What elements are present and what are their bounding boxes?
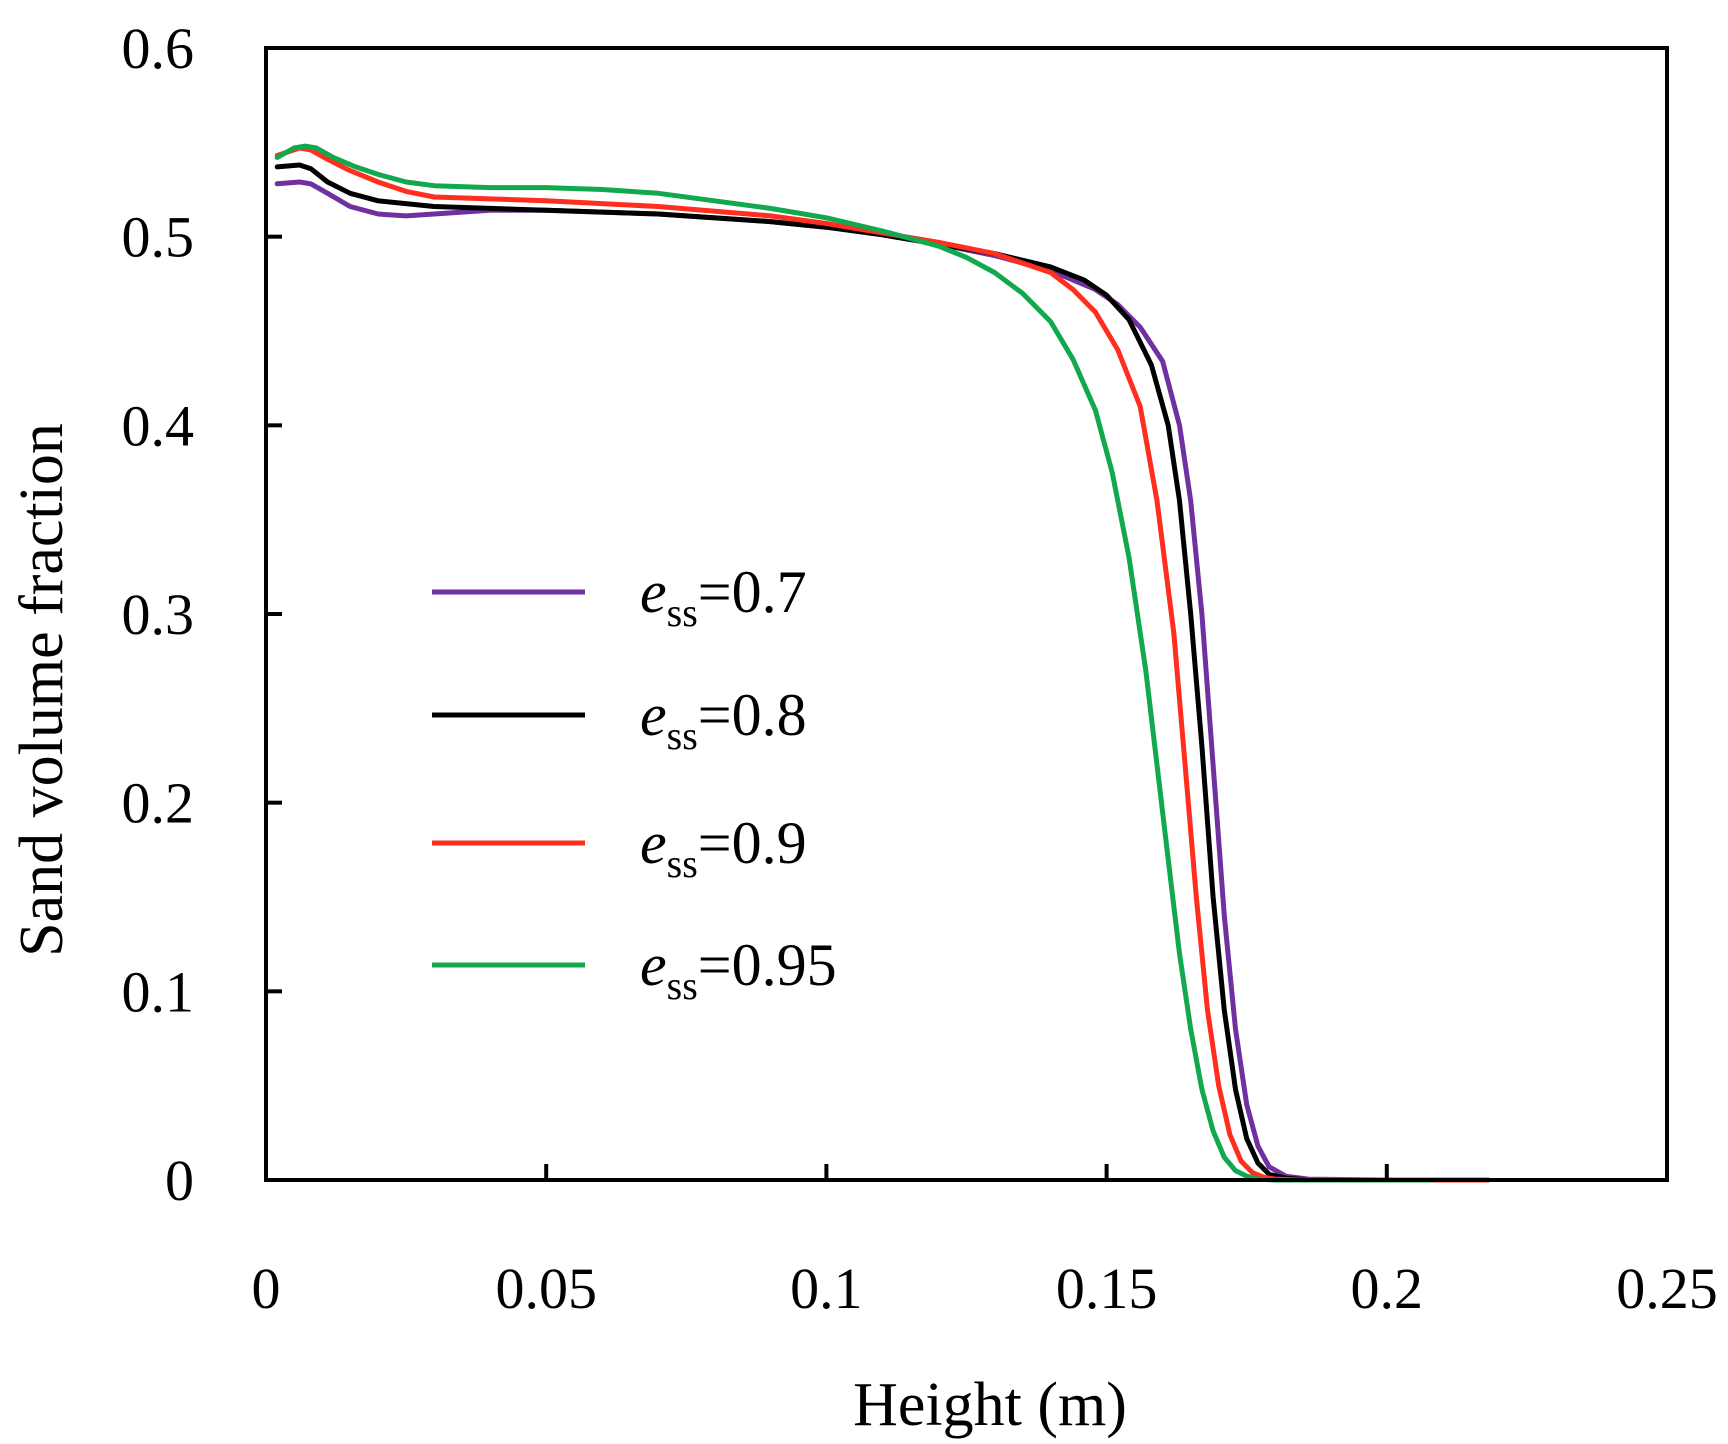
x-tick-label: 0: [252, 1256, 281, 1321]
legend-label-3: ess=0.9: [640, 810, 807, 886]
x-tick-label: 0.2: [1351, 1256, 1424, 1321]
y-tick-label: 0.6: [122, 16, 195, 81]
series-line-1: [274, 179, 1491, 1183]
legend-label-4: ess=0.95: [640, 932, 837, 1008]
x-axis-title: Height (m): [853, 1371, 1127, 1439]
x-tick-label: 0.05: [495, 1256, 597, 1321]
y-tick-label: 0.3: [122, 582, 195, 647]
series-line-3: [274, 145, 1491, 1183]
y-axis-ticks: 0 0.1 0.2 0.3 0.4 0.5 0.6: [122, 16, 282, 1213]
x-tick-label: 0.1: [790, 1256, 863, 1321]
y-tick-label: 0.2: [122, 771, 195, 836]
legend-label-1: ess=0.7: [640, 559, 807, 635]
legend-label-2: ess=0.8: [640, 682, 807, 758]
series-line-4: [274, 143, 1435, 1183]
series-line-2: [274, 162, 1491, 1183]
legend: ess=0.7 ess=0.8 ess=0.9 ess=0.95: [432, 559, 837, 1008]
y-tick-label: 0.1: [122, 959, 195, 1024]
y-tick-label: 0.5: [122, 205, 195, 270]
x-tick-label: 0.15: [1056, 1256, 1158, 1321]
y-axis-title: Sand volume fraction: [8, 423, 76, 957]
x-axis-ticks: 0 0.05 0.1 0.15 0.2 0.25: [252, 1164, 1718, 1321]
y-tick-label: 0.4: [122, 393, 195, 458]
y-tick-label: 0: [165, 1148, 194, 1213]
x-tick-label: 0.25: [1616, 1256, 1718, 1321]
plot-area-frame: [264, 46, 1669, 1182]
plot-curves: [274, 143, 1491, 1183]
